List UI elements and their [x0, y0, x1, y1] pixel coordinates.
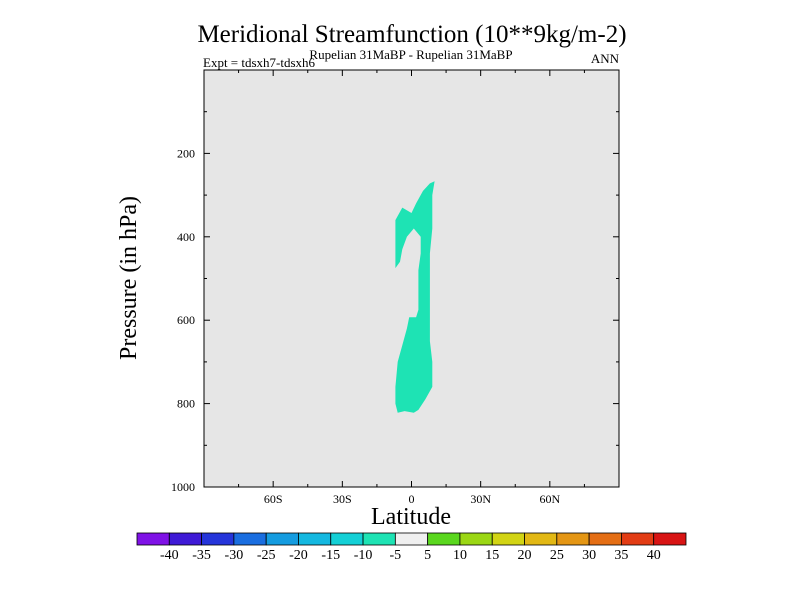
contour-region-cell-range-minus10-to-minus5	[395, 181, 435, 413]
colorbar-swatch	[588, 532, 622, 546]
colorbar-swatch	[459, 532, 493, 546]
y-tick-label: 1000	[171, 480, 195, 494]
colorbar-label: -5	[390, 548, 402, 563]
colorbar-label: 20	[518, 548, 532, 563]
colorbar-swatch	[653, 532, 687, 546]
colorbar-swatch	[524, 532, 558, 546]
chart-title: Meridional Streamfunction (10**9kg/m-2)	[197, 21, 626, 48]
colorbar-label: -15	[321, 548, 340, 563]
colorbar-label: 15	[485, 548, 499, 563]
colorbar-labels: -40 -35 -30 -25 -20 -15 -10 -5 5 10 15 20 25 30 35 40	[160, 548, 661, 563]
x-tick-labels: 60S 30S 0 30N 60N	[264, 492, 561, 506]
colorbar-swatch	[362, 532, 396, 546]
colorbar-swatch	[394, 532, 429, 546]
colorbar-swatch	[491, 532, 525, 546]
x-tick-label: 30S	[333, 492, 352, 506]
chart-subtitle-right: ANN	[591, 51, 620, 66]
colorbar-label: 25	[550, 548, 564, 563]
colorbar-swatch	[330, 532, 364, 546]
colorbar-label: -20	[289, 548, 308, 563]
colorbar-label: -40	[160, 548, 179, 563]
colorbar-label: 35	[614, 548, 628, 563]
y-tick-label: 400	[177, 230, 195, 244]
colorbar-label: 10	[453, 548, 467, 563]
colorbar-label: -25	[257, 548, 276, 563]
x-tick-label: 60S	[264, 492, 283, 506]
colorbar-swatch	[621, 532, 655, 546]
colorbar	[136, 532, 687, 546]
colorbar-swatch	[427, 532, 461, 546]
colorbar-swatch	[265, 532, 299, 546]
y-tick-labels: 200 400 600 800 1000	[171, 146, 195, 494]
chart-subtitle-center: Rupelian 31MaBP - Rupelian 31MaBP	[309, 47, 512, 62]
colorbar-swatch	[233, 532, 267, 546]
colorbar-swatch	[136, 532, 170, 546]
colorbar-swatch	[556, 532, 590, 546]
axis-ticks	[204, 70, 619, 488]
y-tick-label: 800	[177, 397, 195, 411]
contour-regions	[395, 181, 435, 413]
y-tick-label: 200	[177, 146, 195, 160]
y-axis-label: Pressure (in hPa)	[116, 196, 142, 360]
colorbar-label: 40	[647, 548, 661, 563]
x-tick-label: 60N	[539, 492, 560, 506]
chart-subtitle-left: Expt = tdsxh7-tdsxh6	[203, 55, 316, 70]
colorbar-label: 30	[582, 548, 596, 563]
x-axis-label: Latitude	[371, 504, 451, 530]
colorbar-label: 5	[424, 548, 431, 563]
plot-area	[204, 70, 619, 487]
x-tick-label: 30N	[470, 492, 491, 506]
colorbar-label: -30	[225, 548, 244, 563]
colorbar-swatch	[201, 532, 235, 546]
colorbar-label: -10	[354, 548, 373, 563]
colorbar-swatch	[168, 532, 202, 546]
colorbar-swatch	[298, 532, 332, 546]
colorbar-label: -35	[192, 548, 211, 563]
y-tick-label: 600	[177, 313, 195, 327]
x-tick-label: 0	[409, 492, 415, 506]
